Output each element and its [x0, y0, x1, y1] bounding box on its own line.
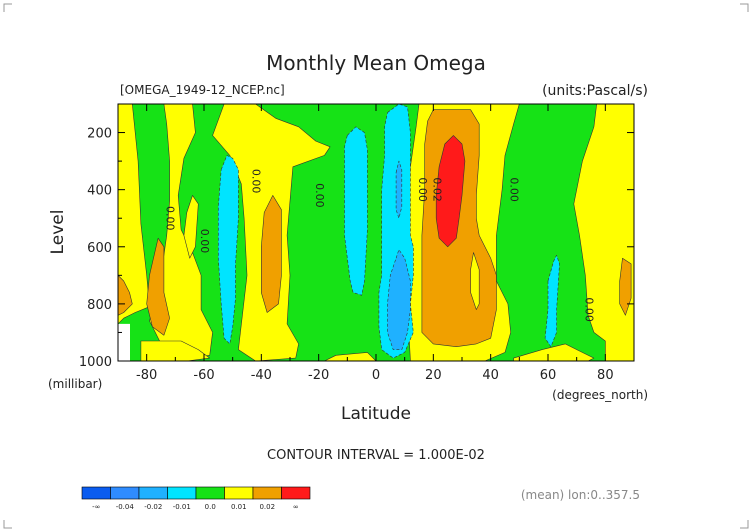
contour-label-2: 0.00 — [250, 169, 263, 194]
colorbar-swatch — [224, 486, 254, 500]
axes: -80 -60 -40 -20 0 20 40 60 80 200 400 600 800 1000 — [79, 103, 635, 383]
file-label: [OMEGA_1949-12_NCEP.nc] — [120, 83, 285, 97]
colorbar-tick-label: 0.0 — [205, 503, 216, 511]
x-tick-label: 60 — [540, 368, 557, 383]
colorbar-swatch — [167, 486, 197, 500]
contour-region-cyan-north — [544, 255, 560, 348]
x-tick-label: -40 — [251, 368, 272, 383]
crop-marks — [3, 3, 749, 529]
contour-region-yellow-south-bottom — [140, 340, 210, 361]
contour-interval-label: CONTOUR INTERVAL = 1.000E-02 — [267, 448, 485, 463]
units-label: (units:Pascal/s) — [542, 83, 648, 99]
contour-label-0: 0.00 — [164, 206, 177, 231]
colorbar-tick-label: 0.01 — [231, 503, 247, 511]
colorbar-tick-label: -0.02 — [144, 503, 162, 511]
x-tick-label: 40 — [482, 368, 499, 383]
colorbar-swatch — [281, 486, 311, 500]
colorbar-tick-label: -0.01 — [173, 503, 191, 511]
x-axis-unit: (degrees_north) — [552, 388, 648, 402]
y-tick-label: 1000 — [79, 355, 112, 370]
contour-region-yellow-south-large — [149, 104, 213, 361]
contour-region-orange-north-right — [619, 257, 632, 316]
y-axis-unit: (millibar) — [48, 377, 102, 391]
contour-region-orange-south-b — [260, 195, 282, 313]
colorbar-tick-label: ∞ — [293, 503, 299, 511]
y-tick-label: 800 — [87, 298, 112, 313]
contour-label-6: 0.00 — [508, 177, 521, 202]
colorbar-swatch — [252, 486, 282, 500]
contour-region-yellow-south-strip — [183, 195, 199, 259]
contour-region-blue-center-upper — [395, 160, 403, 219]
footer-mean-label: (mean) lon:0..357.5 — [521, 488, 640, 502]
contour-region-cyan-south-b — [344, 126, 368, 296]
x-tick-label: 20 — [425, 368, 442, 383]
x-axis-title: Latitude — [341, 404, 411, 424]
y-tick-label: 200 — [87, 127, 112, 142]
contour-region-orange-south-a — [146, 237, 170, 336]
colorbar-tick-label: -0.04 — [116, 503, 135, 511]
missing-data-patch — [118, 323, 130, 361]
contour-label-7: 0.00 — [582, 297, 595, 322]
contour-region-yellow-north-inner — [470, 252, 480, 310]
x-tick-label: -80 — [136, 368, 157, 383]
contour-region-blue-center-lower — [387, 249, 411, 350]
colorbar-tick-label: -∞ — [92, 503, 100, 511]
colorbar-swatch — [110, 486, 140, 500]
x-tick-label: 0 — [372, 368, 380, 383]
contour-label-1: 0.00 — [198, 229, 211, 254]
contour-region-yellow-north-right — [573, 104, 634, 361]
contour-region-yellow-center-bottom — [324, 352, 377, 361]
plot-area: 0.000.000.000.00 0.00 0.02 0.000.00 — [118, 104, 634, 361]
contour-region-orange-far-south — [118, 274, 133, 316]
contour-label-3: 0.00 — [313, 183, 326, 208]
chart-title: Monthly Mean Omega — [266, 51, 486, 75]
colorbar-swatch — [138, 486, 168, 500]
y-tick-label: 400 — [87, 184, 112, 199]
contour-label-5: 0.02 — [430, 177, 443, 202]
contour-region-cyan-south-a — [218, 155, 239, 345]
x-tick-label: 80 — [597, 368, 614, 383]
contour-region-red-north — [435, 135, 466, 248]
y-axis-title: Level — [48, 210, 68, 255]
contour-label-4: 0.00 — [416, 177, 429, 202]
colorbar-tick-label: 0.02 — [259, 503, 275, 511]
contour-region-yellow-north-bottom — [513, 343, 595, 361]
x-tick-label: -20 — [308, 368, 329, 383]
colorbar-swatch — [195, 486, 225, 500]
colorbar: -∞ -0.04 -0.02 -0.01 0.0 0.01 0.02 ∞ — [81, 486, 311, 511]
x-tick-label: -60 — [193, 368, 214, 383]
y-tick-label: 600 — [87, 241, 112, 256]
colorbar-swatch — [81, 486, 111, 500]
